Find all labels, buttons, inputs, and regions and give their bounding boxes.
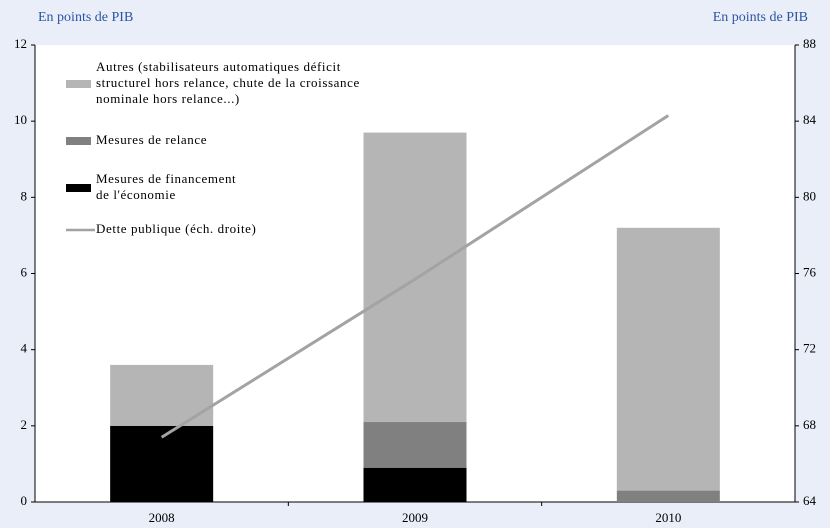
legend-swatch (66, 137, 91, 145)
x-tick-label: 2008 (149, 510, 175, 525)
left-axis-label: En points de PIB (38, 10, 133, 25)
bar-segment (363, 132, 467, 423)
bar-segment (110, 364, 214, 426)
legend-swatch (66, 184, 91, 192)
bar-segment (616, 227, 720, 491)
x-tick-label: 2009 (402, 510, 428, 525)
y-tick-label: 12 (14, 36, 27, 51)
x-tick-label: 2010 (655, 510, 681, 525)
y2-tick-label: 84 (803, 112, 817, 127)
legend-label: Autres (stabilisateurs automatiques défi… (96, 59, 360, 106)
y2-tick-label: 88 (803, 36, 816, 51)
y-tick-label: 8 (21, 188, 28, 203)
legend-swatch (66, 80, 91, 88)
y-tick-label: 4 (21, 341, 28, 356)
legend-line: de l'économie (96, 187, 176, 202)
legend-label: Dette publique (éch. droite) (96, 221, 256, 236)
right-axis-label: En points de PIB (713, 10, 808, 25)
legend-line: Mesures de financement (96, 171, 236, 186)
legend-label: Mesures de financement de l'économie (96, 171, 236, 202)
y-tick-label: 0 (21, 493, 28, 508)
legend-line: structurel hors relance, chute de la cro… (96, 75, 360, 90)
y2-tick-label: 80 (803, 188, 816, 203)
bar-segment (110, 425, 214, 502)
legend-label: Mesures de relance (96, 132, 207, 147)
bar-segment (363, 467, 467, 502)
legend-line: nominale hors relance...) (96, 91, 240, 106)
line-series (160, 114, 670, 439)
y2-tick-label: 64 (803, 493, 817, 508)
y2-tick-label: 72 (803, 341, 816, 356)
y-tick-label: 6 (21, 264, 28, 279)
legend-line: Mesures de relance (96, 132, 207, 147)
y-tick-label: 10 (14, 112, 27, 127)
y-tick-label: 2 (21, 417, 28, 432)
legend-line: Dette publique (éch. droite) (96, 221, 256, 236)
legend-line: Autres (stabilisateurs automatiques défi… (96, 59, 341, 74)
y2-tick-label: 76 (803, 264, 817, 279)
y2-tick-label: 68 (803, 417, 816, 432)
bar-segment (616, 490, 720, 502)
bar-segment (363, 422, 467, 468)
